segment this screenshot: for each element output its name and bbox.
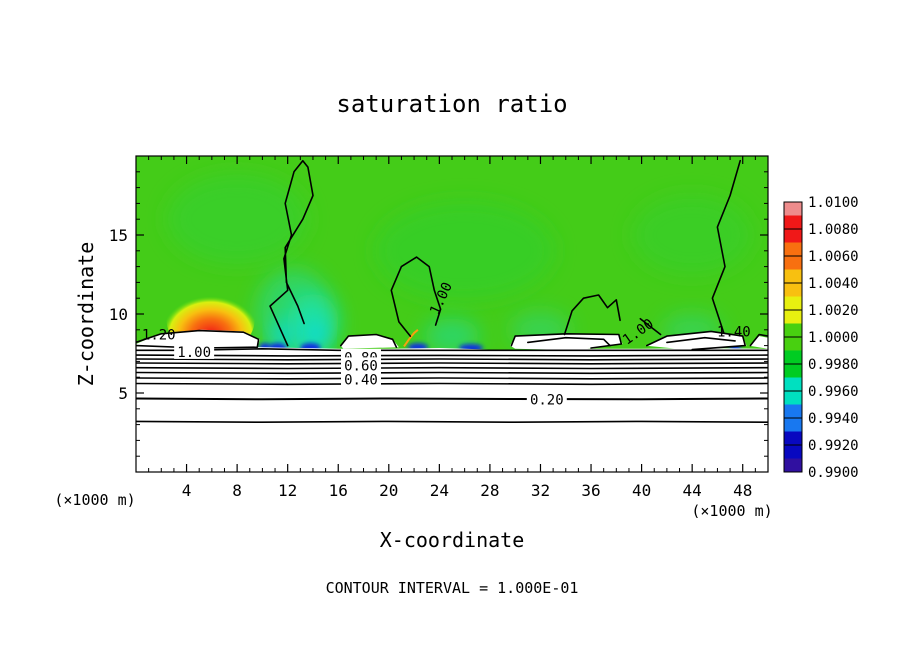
colorbar-band (784, 404, 802, 419)
plot-area: 1.001.001.201.000.200.800.600.401.40 (136, 156, 768, 472)
colorbar-band (784, 431, 802, 446)
colorbar-band (784, 445, 802, 459)
colorbar-band (784, 215, 802, 230)
shade-blob (374, 200, 555, 301)
x-axis-label: X-coordinate (380, 528, 525, 552)
x-tick-label: 28 (480, 481, 499, 500)
colorbar-label: 0.9960 (808, 384, 859, 400)
contour-line (136, 420, 768, 423)
x-unit-right: (×1000 m) (691, 502, 772, 520)
contour-line (711, 159, 741, 334)
contour-line (527, 336, 611, 347)
colorbar-label: 1.0040 (808, 276, 859, 292)
contour-label: 1.00 (177, 345, 211, 361)
colorbar-band (784, 229, 802, 243)
x-tick-label: 12 (278, 481, 297, 500)
contour-interval-footer: CONTOUR INTERVAL = 1.000E-01 (326, 579, 579, 597)
contour-line (136, 371, 768, 375)
contour-label-bg (340, 357, 381, 373)
contour-line (136, 366, 768, 370)
colorbar-band (784, 242, 802, 257)
colorbar-band (784, 269, 802, 284)
x-tick-label: 8 (232, 481, 242, 500)
contour-line (639, 317, 662, 336)
contour-line (563, 294, 621, 336)
colorbar-label: 1.0020 (808, 303, 859, 319)
x-tick-label: 40 (632, 481, 651, 500)
x-axis-ticks: 4 8 12 16 20 24 28 32 36 40 44 48 (148, 156, 756, 500)
x-tick-label: 4 (182, 481, 192, 500)
colorbar-label: 0.9940 (808, 411, 859, 427)
colorbar-band (784, 418, 802, 432)
contour-label: 0.60 (344, 358, 378, 374)
contour-label-bg (174, 343, 215, 359)
colorbar-band (784, 458, 802, 473)
colorbar-label: 0.9920 (808, 438, 859, 454)
colorbar: 1.0100 1.0080 1.0060 1.0040 1.0020 1.0000 0.99… (783, 195, 859, 481)
contour-line (136, 358, 768, 361)
x-tick-label: 36 (581, 481, 600, 500)
shade-fringe (403, 329, 419, 347)
contour-label-bg (340, 371, 381, 387)
colorbar-band (784, 310, 802, 324)
x-tick-label: 20 (379, 481, 398, 500)
colorbar-label: 0.9980 (808, 357, 859, 373)
shade-cloud-cap (340, 334, 399, 349)
colorbar-band (784, 337, 802, 351)
chart-title: saturation ratio (336, 90, 567, 118)
y-axis-ticks: 5 10 15 (109, 171, 768, 457)
contour-line (136, 397, 768, 401)
contour-layer (136, 159, 768, 423)
shading-layer (136, 174, 768, 472)
contour-line (136, 362, 768, 365)
colorbar-band (784, 283, 802, 297)
shade-cloud-cap (136, 329, 260, 349)
contour-line (269, 159, 314, 347)
colorbar-label: 0.9900 (808, 465, 859, 481)
x-tick-label: 24 (430, 481, 449, 500)
colorbar-band (784, 364, 802, 378)
y-tick-label: 5 (118, 384, 128, 403)
contour-line (340, 333, 398, 348)
contour-label: 1.20 (142, 328, 176, 344)
colorbar-label: 1.0060 (808, 249, 859, 265)
shade-blob (632, 195, 753, 275)
colorbar-label: 1.0100 (808, 195, 859, 211)
y-tick-label: 15 (109, 226, 128, 245)
contour-line (510, 333, 623, 349)
shade-blob (167, 174, 308, 265)
colorbar-label: 1.0000 (808, 330, 859, 346)
colorbar-label: 1.0080 (808, 222, 859, 238)
colorbar-band (784, 256, 802, 270)
colorbar-band (784, 323, 802, 338)
x-tick-label: 48 (733, 481, 752, 500)
contour-line (136, 377, 768, 380)
contour-label: 1.40 (717, 324, 751, 340)
colorbar-band (784, 377, 802, 392)
x-tick-label: 44 (683, 481, 702, 500)
contour-line (136, 354, 768, 357)
contour-label-bg (526, 391, 567, 407)
contour-line (645, 330, 746, 351)
colorbar-band (784, 296, 802, 311)
y-axis-label: Z-coordinate (74, 242, 98, 387)
colorbar-band (784, 391, 802, 405)
y-tick-label: 10 (109, 305, 128, 324)
contour-label: 0.40 (344, 373, 378, 389)
colorbar-band (784, 350, 802, 365)
shade-dry-layer (136, 345, 768, 472)
contour-line (390, 256, 442, 337)
contour-line (749, 333, 768, 347)
contour-label: 0.20 (530, 392, 564, 408)
contour-line (666, 336, 736, 344)
contour-label-layer: 1.001.001.201.000.200.800.600.401.40 (142, 280, 751, 408)
shade-cloud-cap (749, 336, 768, 349)
colorbar-band (784, 202, 802, 216)
x-tick-label: 32 (531, 481, 550, 500)
x-unit-left: (×1000 m) (54, 491, 135, 509)
contour-line (136, 382, 768, 386)
x-tick-label: 16 (329, 481, 348, 500)
